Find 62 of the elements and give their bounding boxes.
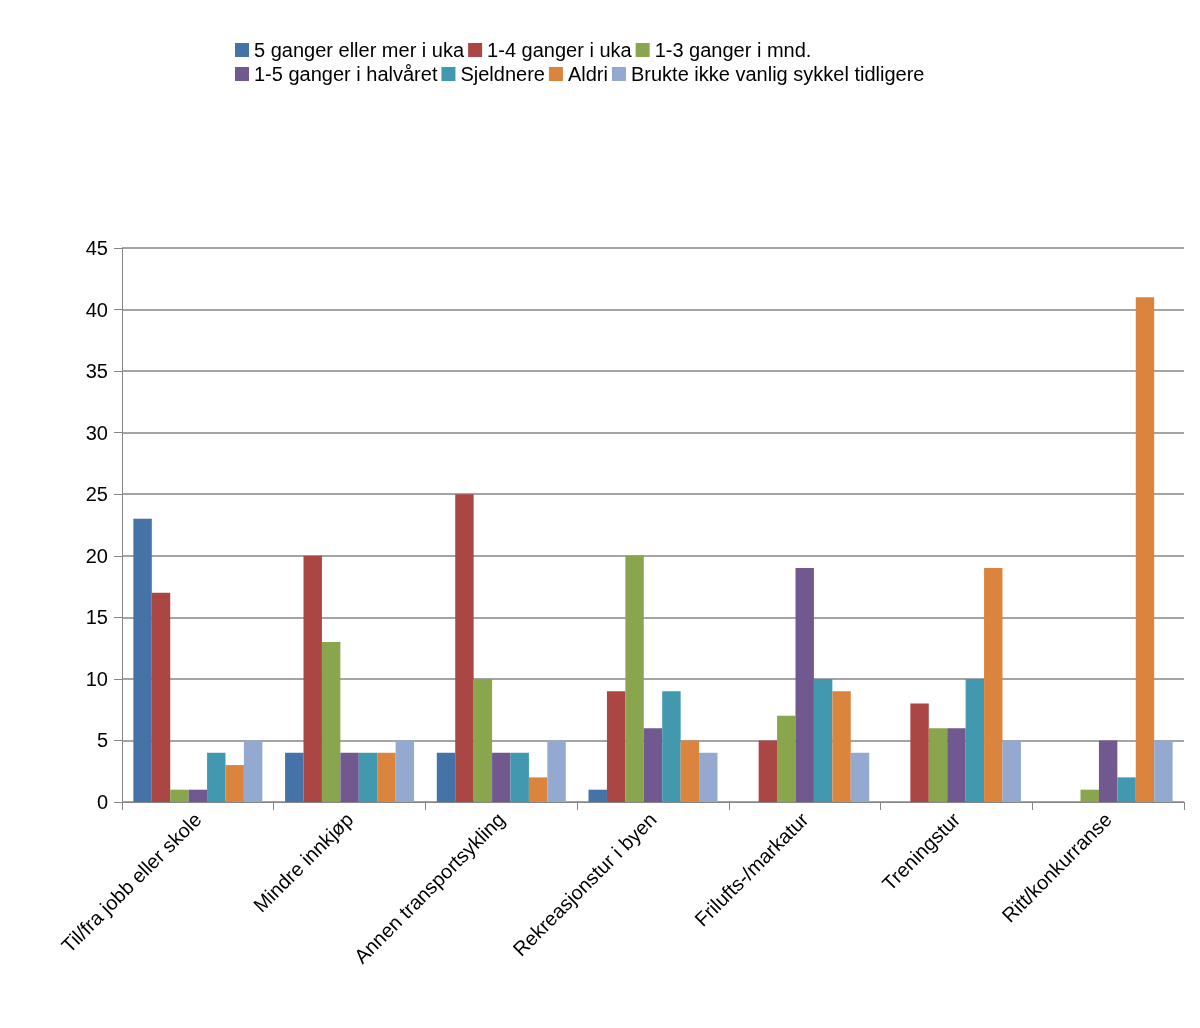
- bar: [588, 789, 607, 802]
- legend-label: Aldri: [567, 63, 608, 85]
- y-tick-label: 20: [85, 544, 108, 567]
- bar: [777, 715, 796, 802]
- bar: [207, 752, 226, 802]
- bar: [910, 703, 929, 802]
- bar: [1080, 789, 1099, 802]
- bar: [225, 765, 244, 802]
- bar: [303, 555, 322, 802]
- legend-label: 1-5 ganger i halvåret: [254, 63, 438, 85]
- y-tick-label: 30: [85, 421, 108, 444]
- bar: [1098, 740, 1118, 802]
- bar: [1117, 777, 1136, 802]
- bar: [680, 740, 700, 802]
- bar: [965, 678, 985, 802]
- bar: [625, 555, 644, 802]
- legend-label: 5 ganger eller mer i uka: [254, 39, 465, 61]
- bar: [133, 518, 152, 802]
- bar: [813, 678, 833, 802]
- bar: [1135, 297, 1155, 802]
- bar: [510, 752, 529, 802]
- y-tick-label: 35: [85, 360, 108, 383]
- bar: [170, 789, 189, 802]
- legend-label: Sjeldnere: [460, 63, 545, 85]
- bar: [758, 740, 778, 802]
- bar: [1154, 740, 1173, 802]
- bar: [928, 728, 948, 802]
- bar: [984, 568, 1003, 802]
- bar: [455, 494, 474, 802]
- bar: [377, 752, 396, 802]
- y-tick-label: 45: [85, 237, 108, 259]
- y-tick-label: 5: [96, 729, 108, 752]
- bar: [606, 691, 626, 802]
- y-tick-label: 25: [85, 483, 108, 506]
- bar: [547, 740, 566, 802]
- bar: [850, 752, 870, 802]
- bar: [358, 752, 378, 802]
- bar: [643, 728, 663, 802]
- bar: [395, 740, 415, 802]
- bar: [285, 752, 304, 802]
- bar: [436, 752, 456, 802]
- bar: [795, 568, 814, 802]
- bar: [662, 691, 681, 802]
- legend-label: Brukte ikke vanlig sykkel tidligere: [630, 63, 925, 85]
- bar: [832, 691, 851, 802]
- legend-label: 1-4 ganger i uka: [487, 39, 633, 61]
- legend-label: 1-3 ganger i mnd.: [654, 39, 812, 61]
- y-tick-label: 10: [85, 667, 108, 690]
- bar: [1002, 740, 1021, 802]
- bar: [243, 740, 263, 802]
- bar: [947, 728, 966, 802]
- bar: [340, 752, 359, 802]
- y-tick-label: 0: [96, 791, 108, 813]
- bar: [151, 592, 171, 802]
- bar: [321, 641, 341, 802]
- bar: [492, 752, 511, 802]
- y-tick-label: 40: [85, 298, 108, 321]
- bar: [699, 752, 718, 802]
- y-tick-label: 15: [85, 606, 108, 629]
- bar: [188, 789, 208, 802]
- bar: [473, 678, 493, 802]
- bar: [528, 777, 548, 802]
